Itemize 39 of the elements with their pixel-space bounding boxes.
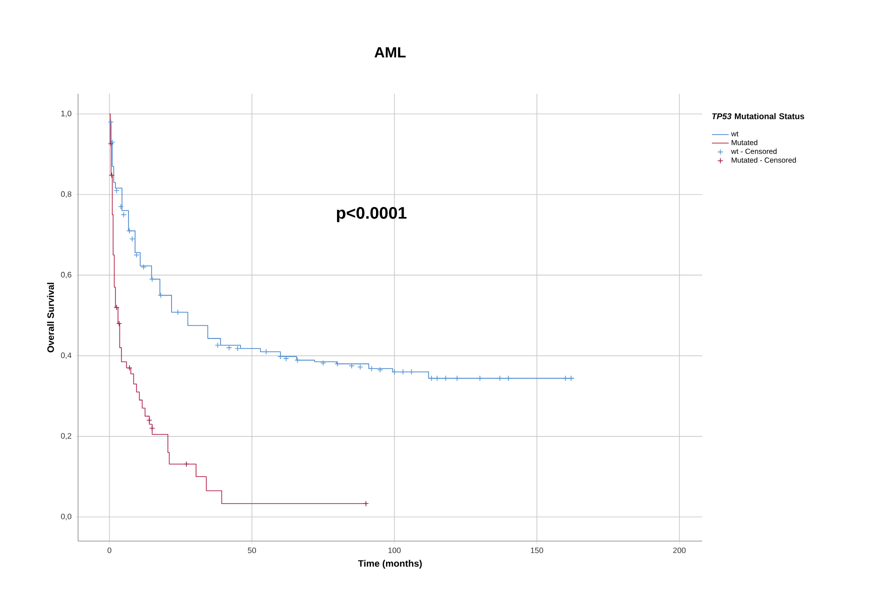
point [108, 172, 115, 178]
point [149, 276, 156, 282]
x-axis-title: Time (months) [358, 560, 422, 568]
point [126, 228, 132, 234]
chart-title: AML [374, 47, 406, 58]
point [149, 425, 156, 432]
point [476, 375, 483, 382]
point [377, 366, 384, 373]
point [263, 348, 270, 354]
point [391, 368, 398, 375]
point [408, 368, 414, 375]
point [214, 342, 221, 348]
point [126, 364, 132, 371]
point [368, 366, 375, 372]
point [226, 344, 232, 350]
point [334, 360, 340, 367]
point [362, 500, 369, 506]
point [496, 375, 503, 382]
legend-title: TP53 Mutational Status [712, 112, 804, 120]
point [146, 417, 152, 423]
point [442, 375, 449, 382]
point [505, 375, 512, 382]
point [129, 236, 136, 242]
point [114, 304, 120, 310]
point [174, 309, 181, 315]
point [183, 461, 190, 467]
point [294, 357, 300, 363]
point [428, 375, 434, 382]
point [562, 375, 568, 382]
point [120, 212, 127, 218]
point [454, 375, 460, 382]
point [434, 375, 440, 382]
annotation: p<0.0001 [336, 206, 407, 222]
point [348, 362, 355, 369]
point [400, 368, 406, 375]
point [118, 204, 124, 210]
point [158, 292, 164, 298]
point [568, 375, 574, 382]
y-axis-title: Overall Survival [47, 282, 54, 352]
